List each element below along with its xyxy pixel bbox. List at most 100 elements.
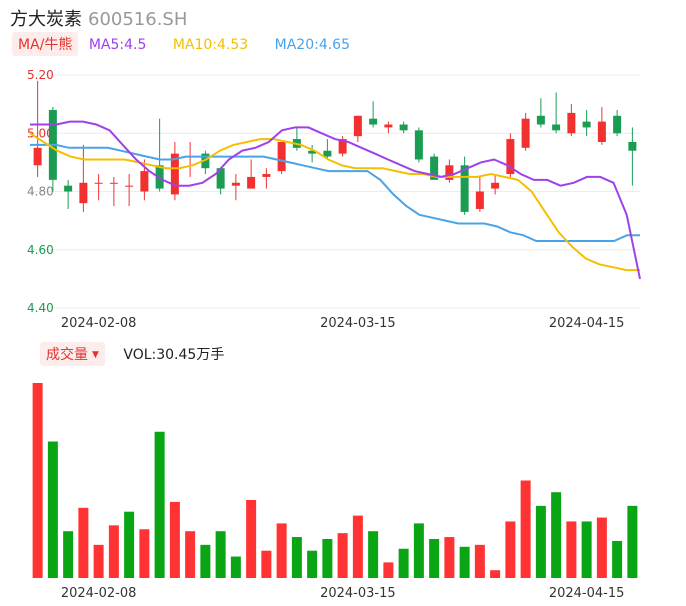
volume-bar xyxy=(627,505,638,578)
volume-bar xyxy=(276,523,287,578)
y-tick-label: 4.60 xyxy=(27,243,54,257)
volume-bar xyxy=(230,556,241,578)
volume-bar xyxy=(398,548,409,578)
volume-bar xyxy=(413,523,424,578)
volume-bar xyxy=(47,441,58,578)
ma-selector-button[interactable]: MA/牛熊 xyxy=(12,32,79,56)
candle-body xyxy=(33,147,42,166)
volume-bar xyxy=(383,562,394,578)
volume-value: VOL:30.45万手 xyxy=(123,347,225,363)
candle-body xyxy=(460,165,469,212)
candle-body xyxy=(582,121,591,128)
volume-x-tick-label: 2024-02-08 xyxy=(61,586,137,601)
volume-bar xyxy=(535,505,546,578)
candle-body xyxy=(552,124,561,131)
volume-bar xyxy=(78,507,89,578)
volume-bar xyxy=(200,544,211,578)
volume-bar xyxy=(63,531,74,578)
candle-body xyxy=(247,176,256,189)
candle-body xyxy=(338,139,347,154)
candle-body xyxy=(308,150,317,154)
candle-body xyxy=(262,174,271,177)
volume-bar xyxy=(505,521,516,578)
volume-bar xyxy=(352,515,363,578)
volume-bar xyxy=(215,531,226,578)
volume-bar xyxy=(444,537,455,578)
y-tick-label: 4.80 xyxy=(27,185,54,199)
x-tick-label: 2024-03-15 xyxy=(320,316,396,331)
candle-body xyxy=(277,141,286,172)
volume-bar xyxy=(474,544,485,578)
candle-body xyxy=(567,112,576,134)
volume-x-tick-label: 2024-04-15 xyxy=(549,586,625,601)
volume-bar xyxy=(520,480,531,578)
volume-bar xyxy=(551,492,562,578)
candle-body xyxy=(125,185,134,187)
candle-body xyxy=(506,139,515,175)
volume-legend: 成交量 ▼ VOL:30.45万手 xyxy=(40,342,224,366)
volume-selector-button[interactable]: 成交量 ▼ xyxy=(40,342,105,366)
candle-body xyxy=(430,156,439,180)
volume-bar xyxy=(490,570,501,578)
volume-bar xyxy=(612,540,623,578)
candle-body xyxy=(491,182,500,189)
candle-body xyxy=(94,182,103,184)
candle-body xyxy=(323,150,332,157)
volume-x-tick-label: 2024-03-15 xyxy=(320,586,396,601)
ma20-legend: MA20:4.65 xyxy=(274,37,350,53)
candle-body xyxy=(521,118,530,148)
volume-bar xyxy=(93,544,104,578)
y-tick-label: 5.20 xyxy=(27,68,54,82)
volume-bar xyxy=(307,550,318,578)
volume-bar xyxy=(32,383,43,578)
candle-body xyxy=(445,165,454,180)
x-tick-label: 2024-04-15 xyxy=(549,316,625,331)
volume-bar xyxy=(291,537,302,578)
candle-body xyxy=(399,124,408,131)
candle-body xyxy=(369,118,378,125)
candle-body xyxy=(597,121,606,142)
candle-body xyxy=(79,182,88,204)
stock-name: 方大炭素 xyxy=(10,9,82,30)
volume-bar xyxy=(108,525,119,578)
volume-bar xyxy=(246,500,257,578)
stock-title: 方大炭素 600516.SH xyxy=(10,5,187,31)
ma-legend: MA/牛熊 MA5:4.5 MA10:4.53 MA20:4.65 xyxy=(12,32,372,56)
candle-body xyxy=(475,191,484,209)
candle-body xyxy=(536,115,545,125)
volume-bar xyxy=(169,501,180,578)
candle-body xyxy=(613,115,622,134)
candle-body xyxy=(216,168,225,189)
volume-bar xyxy=(368,531,379,578)
ma20-line xyxy=(30,143,640,242)
candle-body xyxy=(628,141,637,151)
volume-bar xyxy=(185,531,196,578)
volume-bar xyxy=(337,533,348,578)
candle-body xyxy=(64,185,73,192)
volume-bar xyxy=(154,431,165,578)
dropdown-triangle-icon: ▼ xyxy=(92,350,99,360)
volume-bar xyxy=(566,521,577,578)
candle-body xyxy=(384,124,393,128)
y-tick-label: 4.40 xyxy=(27,301,54,315)
candle-body xyxy=(170,153,179,195)
candle-body xyxy=(109,182,118,184)
volume-bar xyxy=(581,521,592,578)
volume-bar xyxy=(429,539,440,578)
candle-body xyxy=(353,115,362,137)
x-tick-label: 2024-02-08 xyxy=(61,316,137,331)
ma5-line xyxy=(30,120,641,280)
volume-bar xyxy=(261,550,272,578)
volume-bar xyxy=(459,546,470,578)
candle-body xyxy=(414,130,423,160)
ma10-legend: MA10:4.53 xyxy=(172,37,249,53)
candle-body xyxy=(140,171,149,192)
volume-bar xyxy=(124,511,135,578)
ma10-line xyxy=(29,132,640,272)
stock-code: 600516.SH xyxy=(88,9,188,30)
ma5-legend: MA5:4.5 xyxy=(88,37,147,53)
candle-body xyxy=(231,182,240,186)
volume-bar xyxy=(322,539,333,578)
volume-bar xyxy=(139,529,150,578)
